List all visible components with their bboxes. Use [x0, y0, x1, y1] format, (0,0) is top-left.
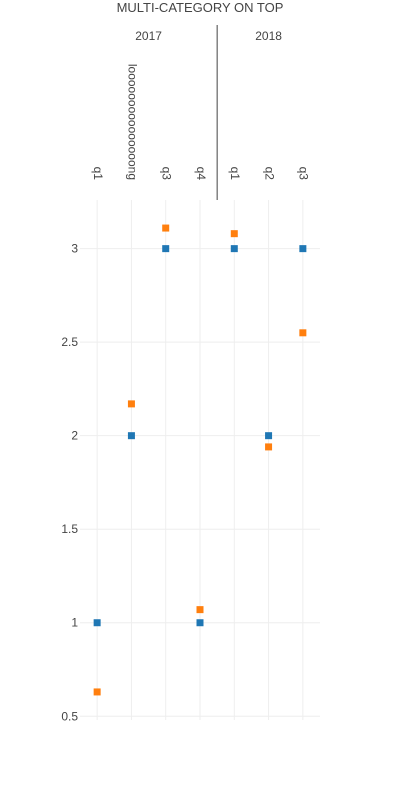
y-tick-label: 2.5: [61, 335, 78, 349]
chart-title: MULTI-CATEGORY ON TOP: [117, 0, 284, 15]
x-category-label: q2: [262, 167, 276, 181]
data-point-series-1: [93, 619, 101, 627]
data-point-series-2: [196, 606, 204, 614]
y-tick-label: 1: [71, 616, 78, 630]
y-axis: 0.5 1 1.5 2 2.5 3: [61, 242, 78, 724]
y-tick-label: 3: [71, 242, 78, 256]
data-point-series-2: [230, 230, 238, 238]
x-category-label: q1: [91, 167, 105, 181]
y-tick-label: 1.5: [61, 522, 78, 536]
data-point-series-2: [299, 329, 307, 337]
data-point-series-1: [230, 245, 238, 253]
y-tick-label: 0.5: [61, 709, 78, 723]
data-point-series-2: [162, 224, 170, 232]
data-point-series-1: [162, 245, 170, 253]
y-tick-label: 2: [71, 429, 78, 443]
x-category-label: q3: [160, 167, 174, 181]
data-point-series-1: [299, 245, 307, 253]
x-group-label: 2018: [255, 29, 282, 43]
data-point-series-2: [93, 688, 101, 696]
data-points: [93, 224, 307, 696]
x-group-label: 2017: [135, 29, 162, 43]
x-axis-top: q1 looooooooooooooong q3 q4 2017 q1 q2 q3 2018: [91, 25, 311, 200]
grid-lines: [80, 200, 320, 720]
data-point-series-1: [127, 432, 135, 440]
data-point-series-1: [196, 619, 204, 627]
data-point-series-2: [265, 443, 273, 451]
data-point-series-2: [127, 400, 135, 408]
x-category-label: q1: [228, 167, 242, 181]
x-category-label: looooooooooooooong: [125, 64, 139, 180]
x-category-label: q4: [194, 167, 208, 181]
x-category-label: q3: [297, 167, 311, 181]
data-point-series-1: [265, 432, 273, 440]
